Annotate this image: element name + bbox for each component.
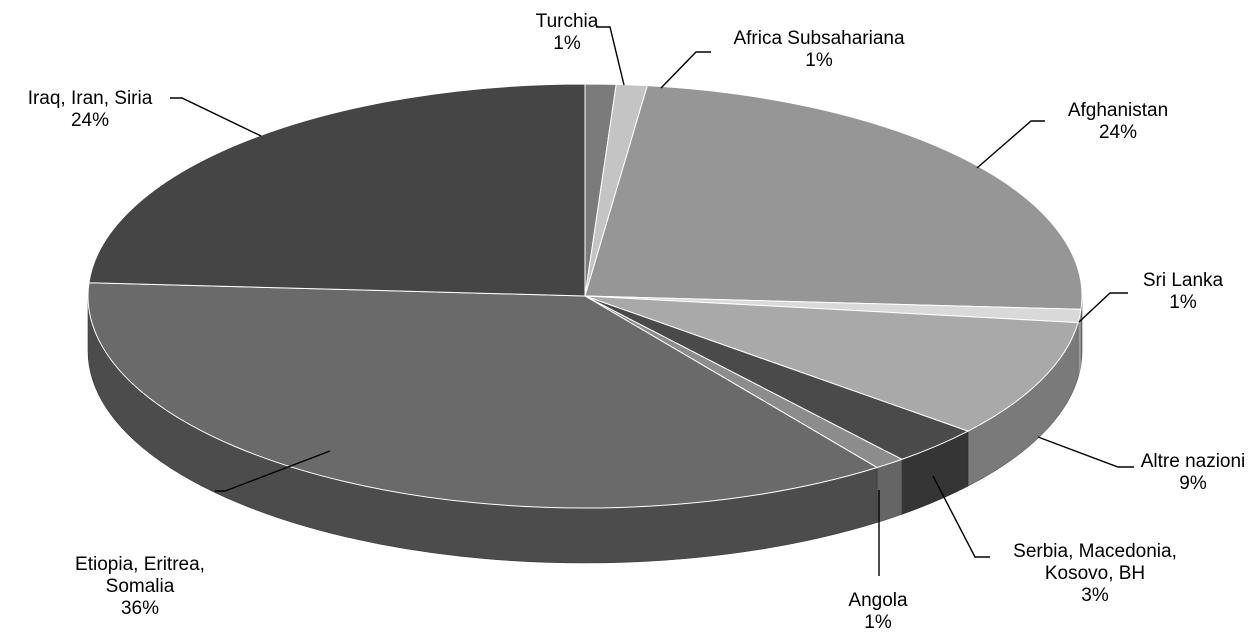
leader-line: [976, 120, 1045, 169]
slice-labels: Turchia 1% Africa Subsahariana 1% Afghanista…: [28, 11, 1246, 633]
leader-lines: [170, 26, 1134, 576]
slice-label: Sri Lanka 1%: [1143, 270, 1224, 313]
pie-side-wall: [876, 458, 903, 523]
slice-percent: 1%: [553, 33, 581, 54]
slice-percent: 1%: [1169, 292, 1197, 313]
slice-label: Serbia, Macedonia, Kosovo, BH 3%: [1013, 541, 1177, 606]
pie-slice: [87, 282, 879, 509]
pie-slice: [88, 83, 586, 297]
leader-line: [660, 51, 711, 89]
slice-percent: 24%: [1099, 122, 1137, 143]
pie-slice: [584, 295, 1079, 432]
slice-label: Altre nazioni 9%: [1141, 451, 1246, 494]
slice-percent: 1%: [805, 50, 833, 71]
leader-line: [170, 97, 262, 137]
slice-label: Angola 1%: [848, 590, 908, 633]
slice-percent: 9%: [1179, 473, 1207, 494]
leader-line: [596, 26, 625, 86]
slice-label: Turchia 1%: [536, 11, 599, 54]
slice-percent: 1%: [864, 612, 892, 633]
leader-line: [932, 475, 990, 558]
slice-label: Etiopia, Eritrea, Somalia 36%: [75, 554, 205, 619]
slice-label: Africa Subsahariana 1%: [733, 28, 905, 71]
leader-line: [1078, 292, 1128, 323]
slice-label: Iraq, Iran, Siria 24%: [28, 88, 153, 131]
leader-line: [1037, 436, 1134, 468]
pie-slice: [584, 85, 1083, 310]
slice-percent: 24%: [71, 110, 109, 131]
pie-top: [87, 83, 1083, 509]
slice-percent: 3%: [1081, 585, 1109, 606]
leader-line: [215, 450, 331, 492]
slice-label: Afghanistan 24%: [1068, 100, 1168, 143]
slice-percent: 36%: [121, 598, 159, 619]
